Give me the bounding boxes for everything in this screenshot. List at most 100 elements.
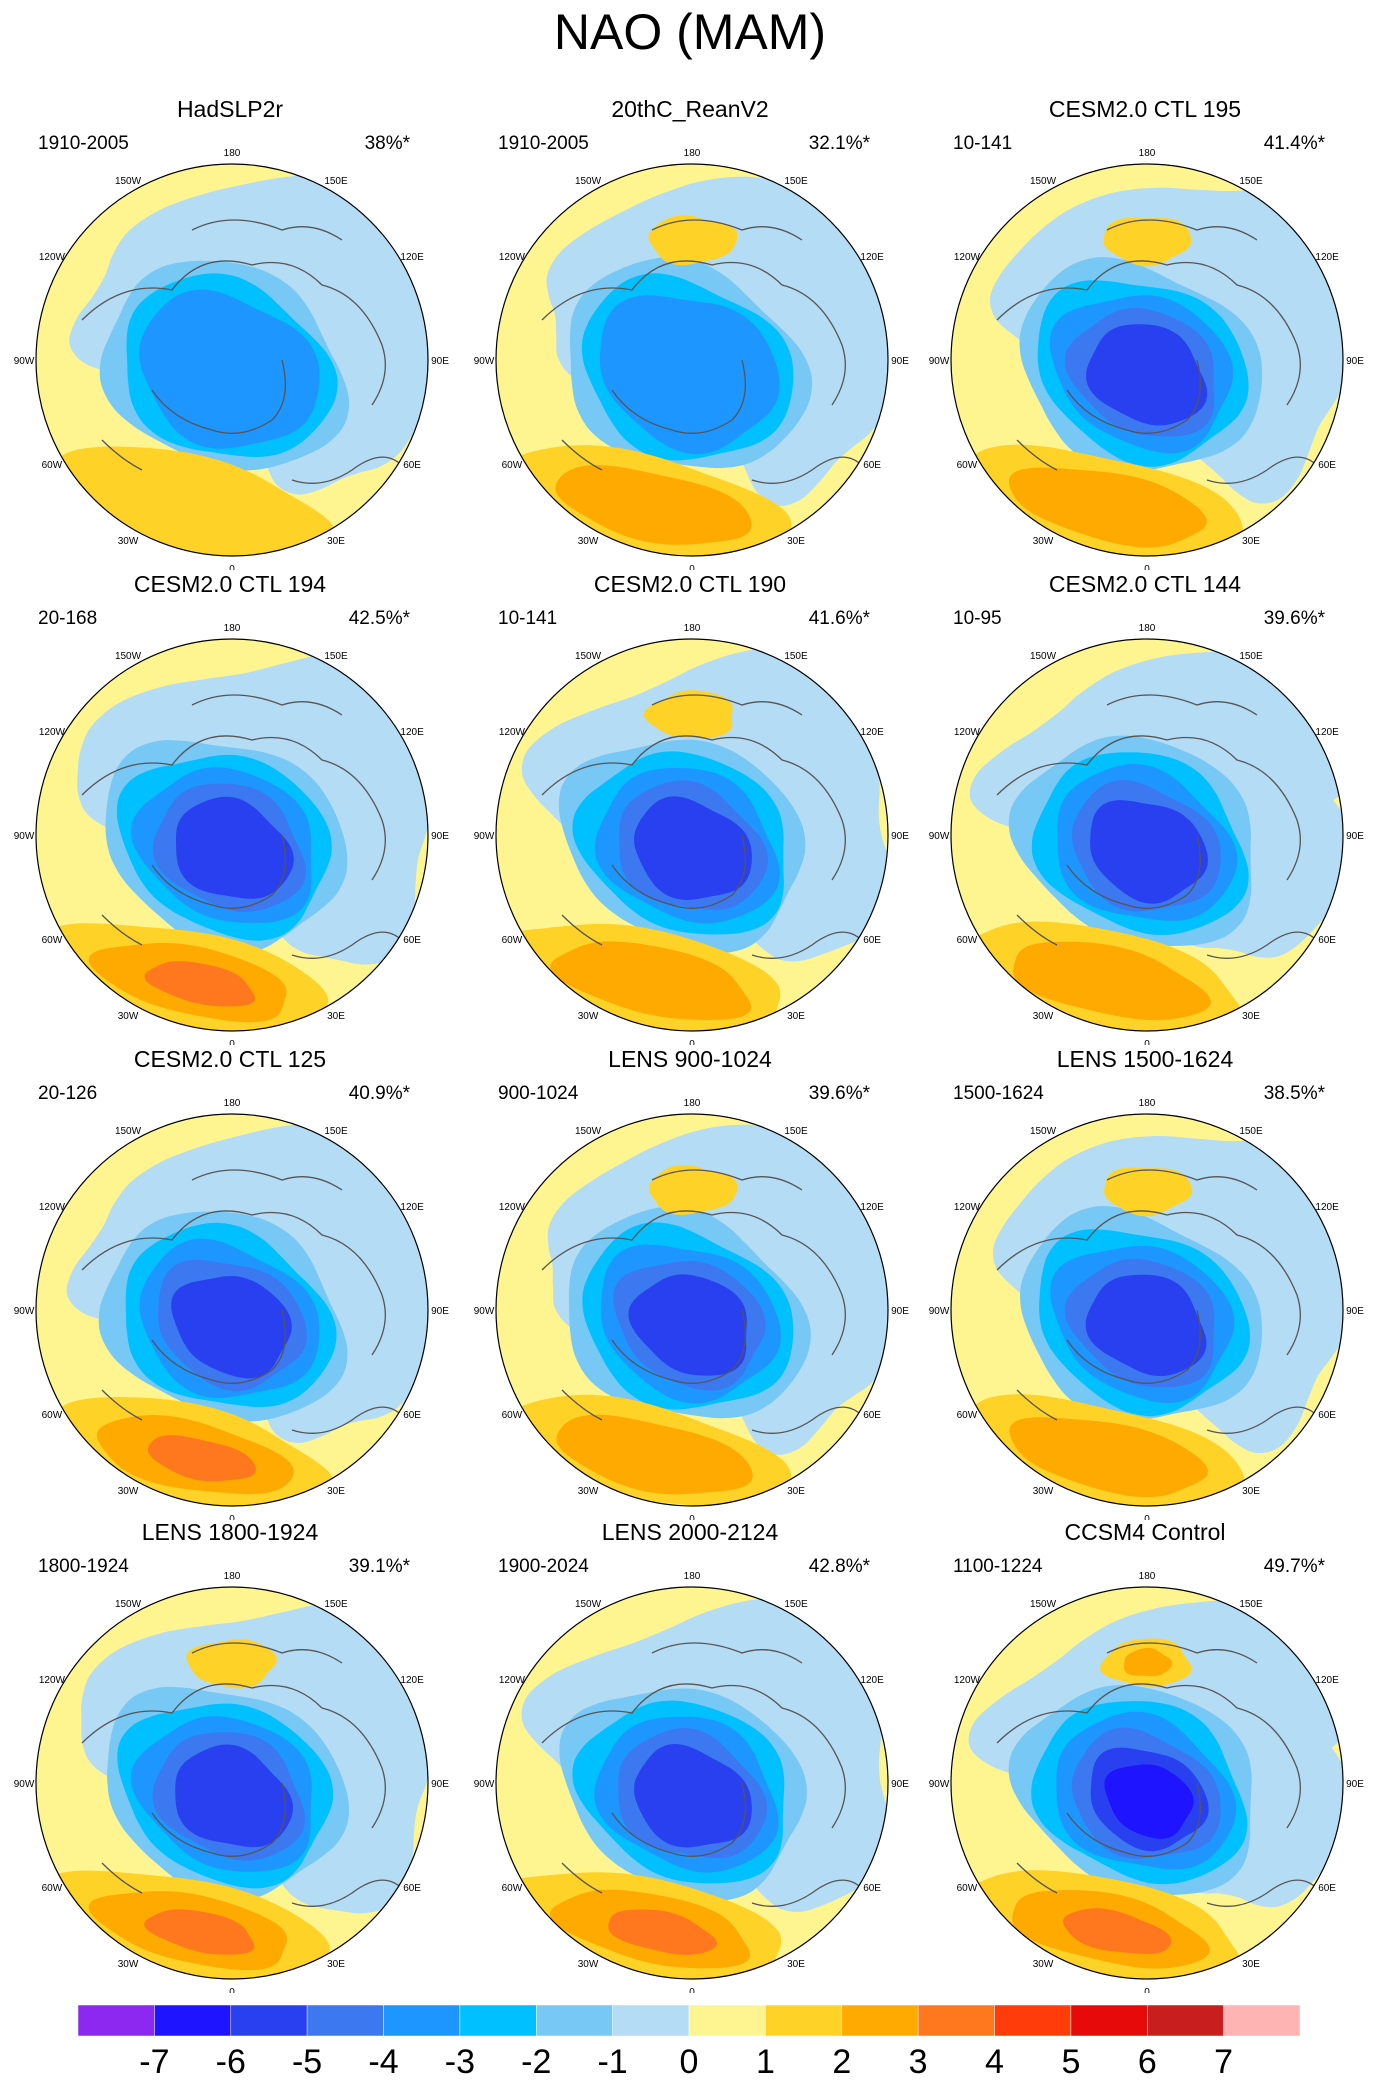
polar-low-contour: [171, 1276, 292, 1379]
longitude-label: 60E: [403, 1883, 421, 1894]
polar-map: 180 150E 120E 90E 60E 30E 0 30W 60W 90W 120W 150W: [14, 1098, 450, 1520]
map-panel: 180 150E 120E 90E 60E 30E 0 30W 60W 90W 120W 150W Ha…: [0, 95, 460, 570]
longitude-label: 180: [224, 1098, 241, 1109]
colorbar-swatch: [994, 2004, 1072, 2037]
longitude-label: 90E: [431, 1779, 449, 1790]
panel-period: 1500-1624: [953, 1083, 1044, 1104]
longitude-label: 60E: [403, 1410, 421, 1421]
pacific-high-contour: [1124, 1647, 1173, 1677]
panel-variance-explained: 49.7%*: [1263, 1556, 1325, 1577]
coastline: [541, 1642, 873, 1907]
colorbar-swatch: [917, 2004, 995, 2037]
panel-title: CCSM4 Control: [1064, 1519, 1226, 1545]
polar-low-contour: [175, 796, 294, 899]
longitude-label: 0: [1144, 1987, 1150, 1993]
colorbar-swatch: [1147, 2004, 1224, 2037]
longitude-label: 120W: [499, 252, 526, 263]
panel-variance-explained: 39.1%*: [348, 1556, 410, 1577]
longitude-label: 90E: [891, 356, 909, 367]
polar-map: 180 150E 120E 90E 60E 30E 0 30W 60W 90W 120W 150W: [14, 148, 450, 570]
longitude-label: 120W: [39, 1675, 66, 1686]
pacific-high-contour: [186, 1639, 277, 1689]
longitude-label: 30W: [1033, 1486, 1054, 1497]
longitude-label: 120E: [860, 252, 884, 263]
panel-title: CESM2.0 CTL 190: [593, 571, 787, 597]
panel-title: 20thC_ReanV2: [611, 96, 769, 122]
atlantic-high-contour: [608, 1909, 718, 1955]
longitude-label: 180: [684, 148, 701, 159]
colorbar-tick-label: 1: [756, 2043, 775, 2081]
map-border: [950, 638, 1344, 1032]
panel-period: 10-141: [953, 133, 1013, 154]
longitude-label: 30W: [578, 1486, 599, 1497]
longitude-label: 0: [229, 1039, 235, 1045]
atlantic-high-contour: [555, 465, 752, 545]
longitude-label: 90W: [474, 1306, 495, 1317]
longitude-label: 60W: [957, 1410, 978, 1421]
longitude-label: 60E: [403, 935, 421, 946]
atlantic-high-contour: [1063, 1908, 1172, 1954]
panel-title: CESM2.0 CTL 125: [133, 1046, 327, 1072]
longitude-label: 180: [684, 1571, 701, 1582]
longitude-label: 30E: [787, 536, 805, 547]
longitude-label: 60W: [502, 1883, 523, 1894]
longitude-label: 150E: [324, 176, 348, 187]
pacific-high-contour: [1104, 1167, 1193, 1217]
longitude-label: 30W: [118, 536, 139, 547]
longitude-label: 120W: [954, 252, 981, 263]
atlantic-high-contour: [144, 961, 255, 1007]
coastline: [996, 1169, 1328, 1434]
longitude-label: 180: [224, 623, 241, 634]
longitude-label: 150W: [575, 651, 602, 662]
colorbar-swatch: [536, 2004, 613, 2037]
panel-title: CESM2.0 CTL 144: [1048, 571, 1242, 597]
longitude-label: 60W: [502, 460, 523, 471]
map-panel: 180 150E 120E 90E 60E 30E 0 30W 60W 90W 120W 150W CE…: [460, 570, 920, 1045]
panel-variance-explained: 41.6%*: [808, 608, 870, 629]
colorbar-swatch: [612, 2004, 690, 2037]
longitude-label: 30E: [327, 1959, 345, 1970]
longitude-label: 90E: [1346, 831, 1364, 842]
longitude-label: 90E: [1346, 1306, 1364, 1317]
longitude-label: 60W: [957, 935, 978, 946]
colorbar-swatch: [841, 2004, 919, 2037]
map-border: [950, 1113, 1344, 1507]
polar-low-contour: [599, 295, 780, 455]
longitude-label: 150E: [1239, 1599, 1263, 1610]
longitude-label: 30W: [578, 536, 599, 547]
longitude-label: 30E: [327, 1011, 345, 1022]
longitude-label: 120W: [39, 1202, 66, 1213]
panel-period: 1910-2005: [38, 133, 129, 154]
coastline: [81, 1642, 413, 1907]
longitude-label: 150E: [324, 651, 348, 662]
longitude-label: 120E: [860, 1202, 884, 1213]
longitude-label: 30W: [118, 1959, 139, 1970]
colorbar-tick-label: 6: [1138, 2043, 1157, 2081]
panel-variance-explained: 40.9%*: [348, 1083, 410, 1104]
colorbar-tick-label: -1: [597, 2043, 627, 2081]
polar-map: 180 150E 120E 90E 60E 30E 0 30W 60W 90W 120W 150W: [14, 1571, 450, 1993]
atlantic-high-contour: [1013, 941, 1211, 1021]
coastline: [541, 694, 873, 959]
polar-map: 180 150E 120E 90E 60E 30E 0 30W 60W 90W 120W 150W: [474, 1571, 910, 1993]
longitude-label: 30W: [118, 1011, 139, 1022]
longitude-label: 120W: [954, 1202, 981, 1213]
longitude-label: 60E: [863, 460, 881, 471]
map-panel: 180 150E 120E 90E 60E 30E 0 30W 60W 90W 120W 150W CE…: [0, 1045, 460, 1520]
longitude-label: 90E: [431, 831, 449, 842]
panel-period: 1910-2005: [498, 133, 589, 154]
longitude-label: 180: [224, 148, 241, 159]
colorbar-swatch: [459, 2004, 537, 2037]
map-panel: 180 150E 120E 90E 60E 30E 0 30W 60W 90W 120W 150W CE…: [915, 570, 1375, 1045]
panel-period: 10-141: [498, 608, 558, 629]
longitude-label: 150E: [324, 1126, 348, 1137]
panel-variance-explained: 41.4%*: [1263, 133, 1325, 154]
map-panel: 180 150E 120E 90E 60E 30E 0 30W 60W 90W 120W 150W LE…: [0, 1518, 460, 1993]
longitude-label: 60W: [502, 1410, 523, 1421]
map-border: [35, 1586, 429, 1980]
colorbar-swatch: [688, 2004, 766, 2037]
panel-period: 1900-2024: [498, 1556, 589, 1577]
longitude-label: 120W: [499, 1202, 526, 1213]
longitude-label: 60E: [1318, 935, 1336, 946]
